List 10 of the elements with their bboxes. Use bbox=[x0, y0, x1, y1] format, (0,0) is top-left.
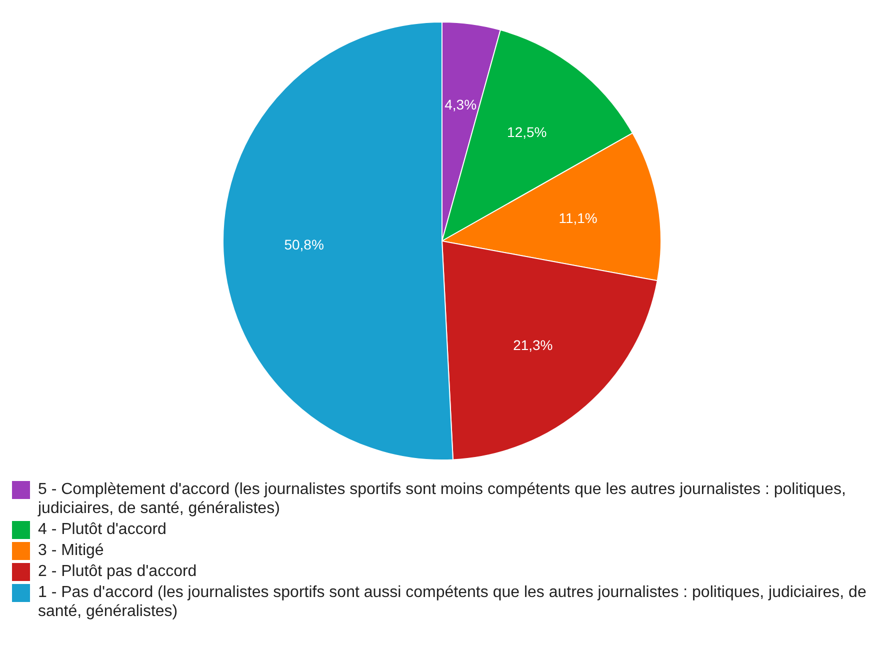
legend-label: 5 - Complètement d'accord (les journalistes sportifs sont moins compétents que les autres journalistes : politiques, judiciaires, de santé, généralistes) bbox=[38, 480, 847, 518]
legend-label: 4 - Plutôt d'accord bbox=[38, 520, 168, 539]
data-label: 11,1% bbox=[558, 210, 598, 226]
data-label: 50,8% bbox=[284, 236, 324, 252]
data-label: 12,5% bbox=[507, 124, 547, 140]
legend-label: 1 - Pas d'accord (les journalistes sportifs sont aussi compétents que les autres journalistes : politiques, judiciaires, de santé, généralistes) bbox=[38, 583, 868, 621]
data-label: 4,3% bbox=[444, 96, 477, 112]
legend-label: 3 - Mitigé bbox=[38, 541, 105, 560]
data-label: 21,3% bbox=[513, 336, 553, 353]
legend-label: 2 - Plutôt pas d'accord bbox=[38, 562, 198, 581]
